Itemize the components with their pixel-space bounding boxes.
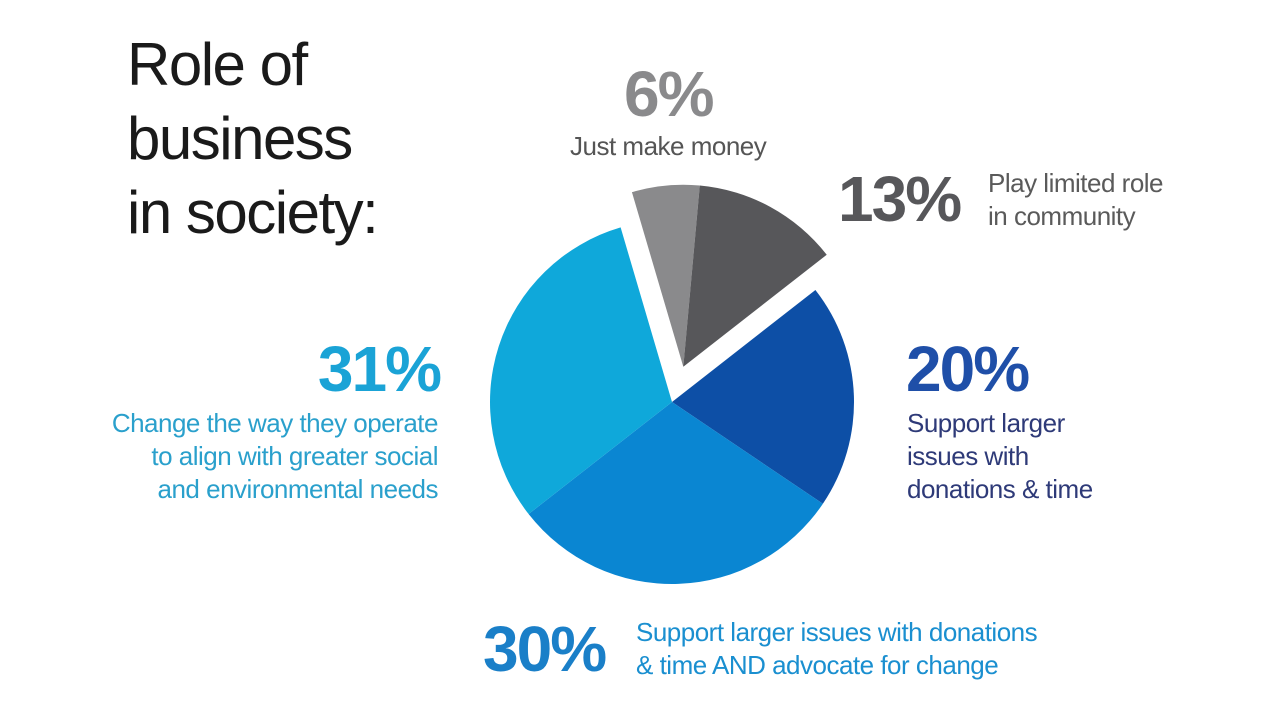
desc-line: Support larger issues with donations [636,617,1038,647]
desc-line: & time AND advocate for change [636,650,999,680]
slice-label-31: 31% [317,333,442,405]
pie-slice-30 [528,402,823,584]
desc-line: to align with greater social [151,441,438,471]
slice-desc-20: Support larger issues with donations & t… [907,407,1093,506]
slice-label-30: 30% [483,613,607,685]
slice-desc-30: Support larger issues with donations & t… [636,616,1038,682]
desc-line: donations & time [907,474,1093,504]
slice-desc-31: Change the way they operate to align wit… [111,407,439,506]
desc-line: and environmental needs [157,474,439,504]
slice-label-20: 20% [906,333,1030,405]
slice-label-13: 13% [838,163,962,235]
pie-slice-6 [631,184,700,367]
desc-line: in community [988,201,1136,231]
desc-line: Play limited role [988,168,1164,198]
pie-slice-31 [489,227,672,515]
chart-title: Role of business in society: [127,28,379,250]
desc-line: issues with [907,441,1029,471]
pie-slice-13 [683,185,827,367]
slice-desc-13: Play limited role in community [988,167,1164,233]
desc-line: Support larger [907,408,1065,438]
title-line: business [127,105,353,172]
pie-slice-20 [672,289,854,504]
title-line: Role of [127,31,308,98]
title-line: in society: [127,179,379,246]
desc-line: Change the way they operate [111,408,439,438]
slice-desc-6: Just make money [570,131,767,161]
slice-label-6: 6% [624,58,714,130]
